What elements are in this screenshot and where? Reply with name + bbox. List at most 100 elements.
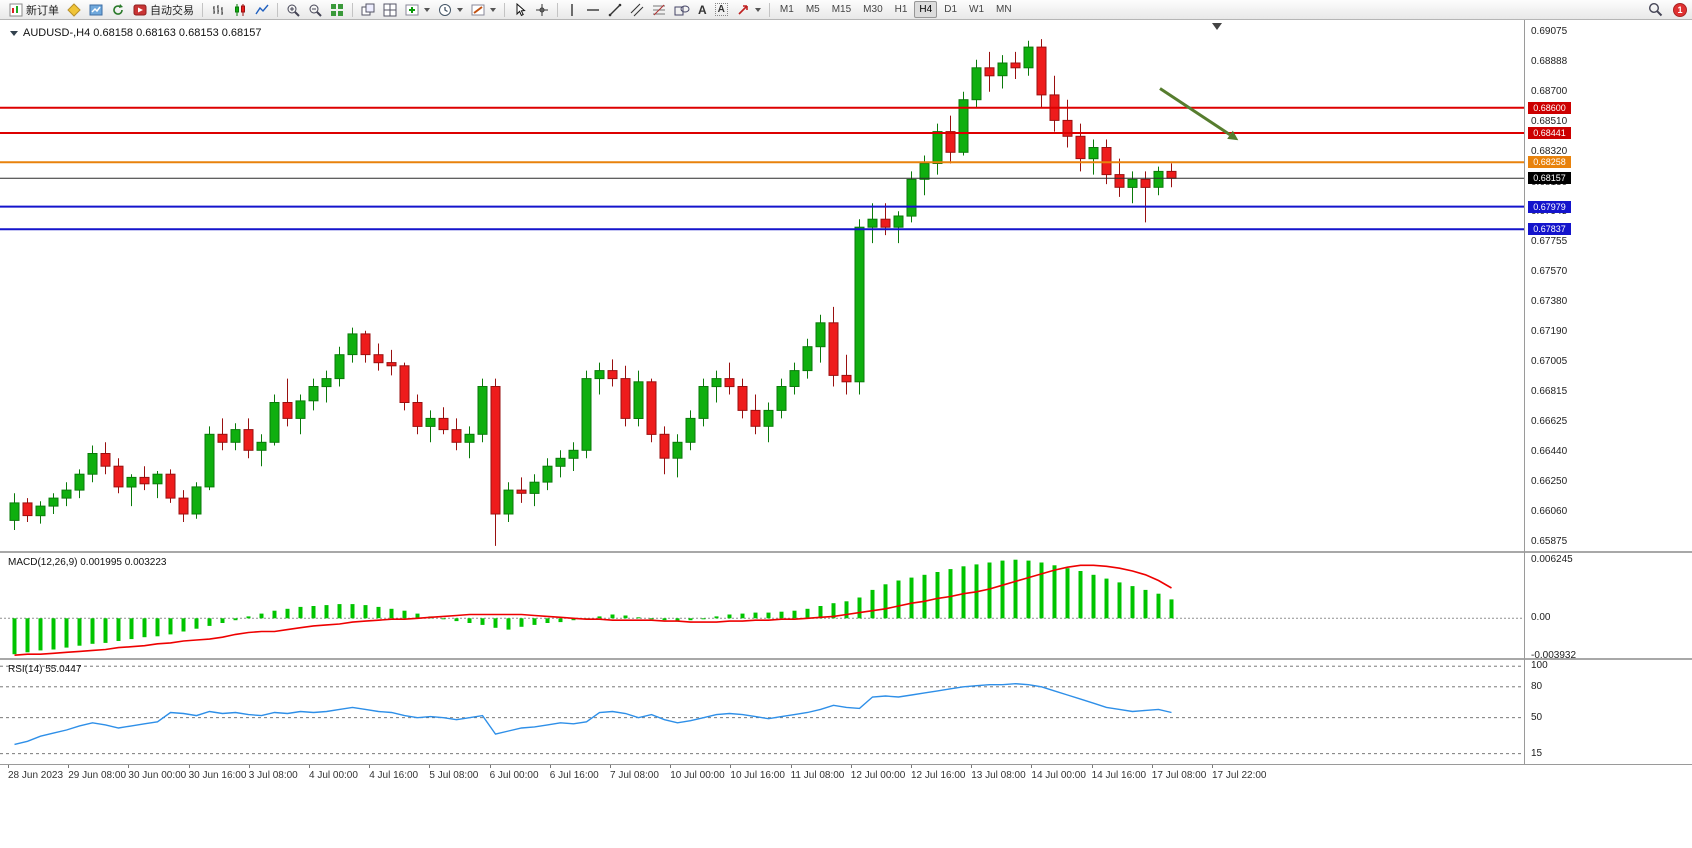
timeframe-h4[interactable]: H4 <box>914 1 938 18</box>
line-chart-icon <box>255 4 269 14</box>
rsi-scale[interactable]: 100 80 50 15 <box>1525 660 1692 764</box>
new-order-label: 新订单 <box>26 4 59 17</box>
timeframe-m1[interactable]: M1 <box>779 4 794 15</box>
timeframe-d1[interactable]: D1 <box>944 4 958 15</box>
templates-icon <box>471 4 485 15</box>
timeframe-h1[interactable]: H1 <box>894 4 908 15</box>
channel-button[interactable] <box>626 1 648 19</box>
toolbar-separator <box>504 2 505 17</box>
zoom-out-icon <box>309 4 322 17</box>
autotrading-button[interactable]: 自动交易 <box>129 1 198 19</box>
timeframe-w1[interactable]: W1 <box>969 4 985 15</box>
trendline-button[interactable] <box>604 1 626 19</box>
time-axis-label: 6 Jul 00:00 <box>489 770 539 781</box>
fibonacci-icon <box>653 4 665 15</box>
cursor-button[interactable] <box>509 1 531 19</box>
toolbar-separator <box>352 2 353 17</box>
rsi-panel-canvas[interactable] <box>0 661 1524 764</box>
fibonacci-button[interactable] <box>648 1 670 19</box>
zoom-in-icon <box>287 4 300 17</box>
timeframe-mn[interactable]: MN <box>996 4 1012 15</box>
clock-icon <box>439 3 451 16</box>
timeframe-m15[interactable]: M15 <box>831 4 852 15</box>
indicators-button[interactable] <box>401 1 434 19</box>
time-axis-label: 28 Jun 2023 <box>8 770 64 781</box>
text-label-button[interactable]: A <box>711 1 732 19</box>
periods-button[interactable] <box>434 1 467 19</box>
time-axis-label: 5 Jul 08:00 <box>429 770 479 781</box>
macd-panel-canvas[interactable] <box>0 554 1524 658</box>
price-tick: 0.69075 <box>1531 26 1568 37</box>
time-axis-label: 3 Jul 08:00 <box>248 770 298 781</box>
panel-splitter[interactable] <box>0 658 1692 660</box>
shapes-button[interactable] <box>670 1 694 19</box>
time-axis-label: 13 Jul 08:00 <box>971 770 1026 781</box>
panel-splitter[interactable] <box>0 551 1692 553</box>
chart-shift-marker <box>1212 23 1222 30</box>
tile-windows-button[interactable] <box>326 1 348 19</box>
price-scale[interactable]: 0.69075 0.68888 0.68700 0.68510 0.68320 0.681… <box>1525 20 1692 551</box>
time-axis-tick <box>489 765 491 768</box>
time-axis-tick <box>309 765 310 768</box>
horizontal-line-button[interactable] <box>582 1 604 19</box>
vertical-line-button[interactable] <box>562 1 582 19</box>
chart-header: AUDUSD-,H4 0.68158 0.68163 0.68153 0.681… <box>10 27 262 39</box>
metaeditor-icon <box>67 2 81 17</box>
timeframe-m30[interactable]: M30 <box>863 4 883 15</box>
chevron-down-icon <box>457 7 463 12</box>
zoom-in-button[interactable] <box>282 1 304 19</box>
time-axis-tick <box>429 765 431 768</box>
crosshair-button[interactable] <box>531 1 553 19</box>
time-axis-tick <box>8 765 9 768</box>
scale-divider <box>1524 20 1525 764</box>
time-axis-label: 7 Jul 08:00 <box>610 770 659 781</box>
rsi-level-tick: 50 <box>1531 711 1543 723</box>
time-axis[interactable]: 28 Jun 2023 29 Jun 08:00 30 Jun 00:00 30 Ju… <box>0 764 1692 786</box>
notification-badge[interactable]: 1 <box>1673 2 1687 17</box>
chart-symbol-title: AUDUSD-,H4 0.68158 0.68163 0.68153 0.681… <box>23 27 262 39</box>
arrows-button[interactable] <box>732 1 765 19</box>
bar-chart-button[interactable] <box>207 1 229 19</box>
timeframe-m5[interactable]: M5 <box>805 4 820 15</box>
profiles-icon <box>89 4 103 15</box>
metaeditor-button[interactable] <box>63 1 85 19</box>
line-chart-button[interactable] <box>251 1 273 19</box>
macd-scale[interactable]: 0.006245 0.00 -0.003932 <box>1525 554 1692 661</box>
cursor-icon <box>516 2 526 16</box>
zoom-out-button[interactable] <box>304 1 326 19</box>
time-axis-label: 30 Jun 16:00 <box>188 770 247 781</box>
price-tick: 0.67570 <box>1531 265 1568 277</box>
horizont al-line-icon <box>587 8 599 11</box>
price-tick: 0.66060 <box>1531 506 1568 518</box>
text-tool-icon: A <box>698 2 707 17</box>
time-axis-tick <box>1091 765 1093 768</box>
price-chart-canvas[interactable] <box>0 20 1524 551</box>
new-order-button[interactable]: 新订单 <box>5 1 63 19</box>
time-axis-tick <box>68 765 70 768</box>
time-axis-tick <box>971 765 973 768</box>
templates-button[interactable] <box>467 1 500 19</box>
price-line-badge: 0.68600 <box>1528 101 1571 114</box>
candlestick-chart-button[interactable] <box>229 1 251 19</box>
time-axis-label: 11 Jul 08:00 <box>790 770 845 781</box>
time-axis-label: 10 Jul 00:00 <box>670 770 725 781</box>
time-axis-label: 6 Jul 16:00 <box>549 770 599 781</box>
bar-chart-icon <box>213 4 223 15</box>
main-toolbar: 新订单 自动交易 <box>0 0 1692 20</box>
time-axis-tick <box>730 765 732 768</box>
price-tick: 0.67380 <box>1531 296 1568 308</box>
text-button[interactable]: A <box>694 1 711 19</box>
arrange-windows-button[interactable] <box>379 1 401 19</box>
chevron-down-icon <box>754 7 761 12</box>
time-axis-label: 30 Jun 00:00 <box>128 770 187 781</box>
chart-collapse-icon[interactable] <box>10 30 18 36</box>
refresh-icon <box>113 3 123 15</box>
search-button[interactable] <box>1644 1 1667 19</box>
refresh-button[interactable] <box>107 1 129 19</box>
chevron-down-icon <box>424 7 430 12</box>
profiles-button[interactable] <box>85 1 107 19</box>
price-line-badge: 0.68157 <box>1528 172 1571 185</box>
cascade-windows-button[interactable] <box>357 1 379 19</box>
toolbar-separator <box>557 2 558 17</box>
